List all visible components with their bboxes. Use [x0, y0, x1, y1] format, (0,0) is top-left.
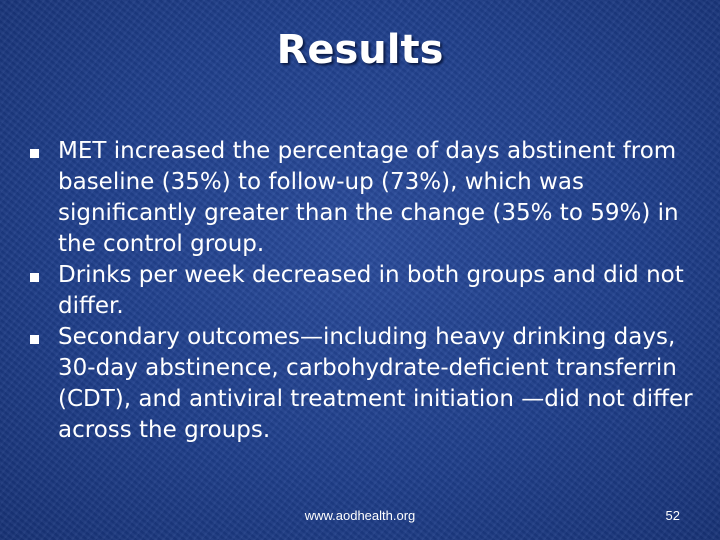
square-bullet-icon: [30, 149, 39, 158]
bullet-item: MET increased the percentage of days abs…: [26, 136, 696, 260]
bullet-item: Drinks per week decreased in both groups…: [26, 260, 696, 322]
bullet-text: MET increased the percentage of days abs…: [58, 138, 679, 257]
bullet-list: MET increased the percentage of days abs…: [26, 136, 696, 446]
bullet-text: Drinks per week decreased in both groups…: [58, 262, 684, 319]
footer-url: www.aodhealth.org: [304, 508, 416, 523]
bullet-text: Secondary outcomes—including heavy drink…: [58, 324, 693, 443]
square-bullet-icon: [30, 273, 39, 282]
page-number: 52: [665, 508, 680, 523]
slide-title: Results: [276, 27, 444, 73]
bullet-item: Secondary outcomes—including heavy drink…: [26, 322, 696, 446]
square-bullet-icon: [30, 335, 39, 344]
